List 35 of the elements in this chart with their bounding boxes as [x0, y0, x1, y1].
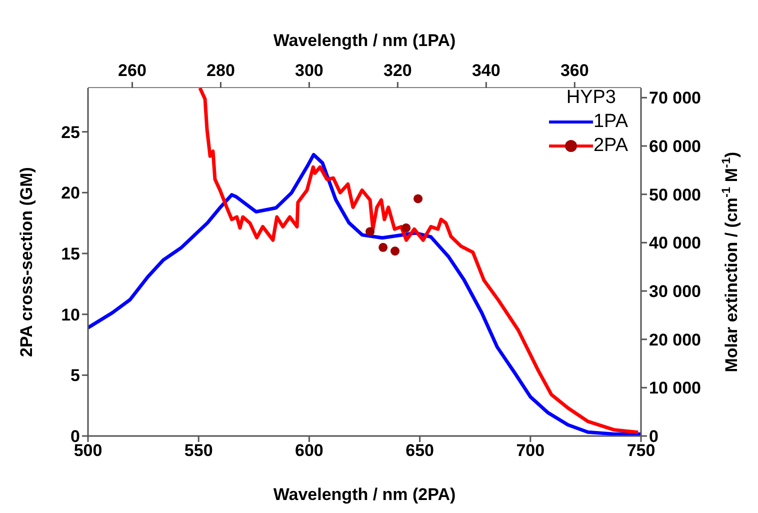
legend-label: 1PA	[593, 110, 628, 134]
y-tick-label: 25	[61, 122, 80, 142]
y2-tick-label: 20 000	[649, 330, 701, 350]
y2-tick-label: 60 000	[649, 137, 701, 156]
x2-tick-label: 300	[295, 61, 324, 80]
x2-tick-label: 260	[118, 61, 146, 80]
x-tick-label: 650	[406, 441, 434, 460]
y2-tick-label: 30 000	[649, 282, 701, 302]
x-tick-label: 750	[626, 441, 656, 460]
legend-label: 2PA	[593, 134, 628, 158]
y-tick-label: 15	[61, 244, 80, 264]
x-tick-label: 600	[295, 441, 324, 460]
y-tick-label: 20	[61, 184, 80, 203]
y2-tick-label: 70 000	[649, 88, 701, 108]
x-tick-label: 500	[74, 441, 102, 460]
point	[366, 227, 375, 236]
x2-tick-label: 360	[560, 61, 589, 80]
x-tick-label: 700	[516, 441, 545, 460]
point	[414, 194, 423, 204]
x2-axis-title: Wavelength / nm (1PA)	[273, 31, 456, 50]
x-tick-label: 550	[184, 441, 213, 460]
legend-title: HYP3	[565, 86, 617, 110]
x2-tick-label: 280	[206, 61, 235, 80]
point	[390, 246, 400, 256]
y-tick-label: 5	[70, 366, 80, 386]
y2-tick-label: 10 000	[649, 378, 701, 398]
x2-tick-label: 320	[383, 61, 412, 80]
y2-tick-label: 40 000	[649, 234, 701, 253]
y-tick-label: 10	[61, 305, 80, 324]
x-axis-title: Wavelength / nm (2PA)	[273, 485, 456, 504]
point	[402, 223, 411, 232]
point	[378, 242, 388, 252]
x2-tick-label: 340	[472, 61, 500, 80]
y2-tick-label: 50 000	[649, 185, 701, 204]
y-axis-title: 2PA cross-section (GM)	[17, 167, 36, 357]
